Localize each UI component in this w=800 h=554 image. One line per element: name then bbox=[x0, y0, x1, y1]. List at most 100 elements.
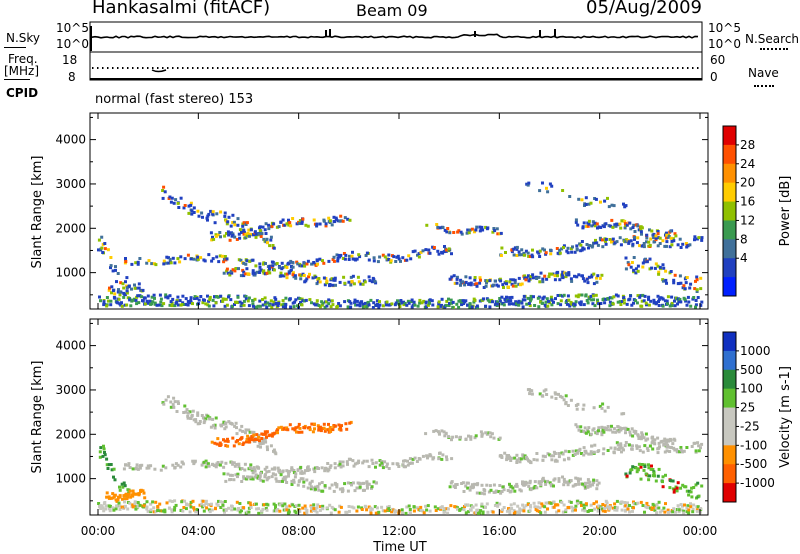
echo-cell bbox=[694, 449, 698, 453]
echo-cell bbox=[547, 275, 551, 279]
echo-cell bbox=[436, 249, 440, 253]
echo-cell bbox=[177, 303, 180, 307]
echo-cell bbox=[346, 481, 350, 485]
echo-cell bbox=[241, 429, 245, 433]
echo-cell bbox=[198, 503, 202, 507]
echo-cell bbox=[223, 427, 227, 431]
echo-cell bbox=[320, 481, 324, 484]
echo-cell bbox=[538, 255, 542, 258]
echo-cell bbox=[289, 259, 293, 263]
echo-cell bbox=[541, 394, 545, 398]
echo-cell bbox=[172, 201, 176, 205]
echo-cell bbox=[488, 431, 492, 435]
echo-cell bbox=[118, 507, 122, 511]
nave-legend-line bbox=[754, 85, 774, 87]
echo-cell bbox=[267, 303, 271, 307]
echo-cell bbox=[227, 506, 231, 510]
echo-cell bbox=[321, 489, 325, 493]
echo-cell bbox=[133, 286, 137, 290]
echo-cell bbox=[416, 506, 419, 510]
echo-cell bbox=[255, 270, 259, 274]
echo-cell bbox=[214, 464, 217, 468]
echo-cell bbox=[508, 280, 512, 284]
echo-cell bbox=[318, 505, 322, 509]
echo-cell bbox=[445, 455, 448, 459]
echo-cell bbox=[225, 303, 229, 307]
echo-cell bbox=[254, 235, 258, 239]
echo-cell bbox=[187, 211, 191, 215]
echo-cell bbox=[464, 437, 468, 441]
echo-cell bbox=[509, 302, 513, 306]
echo-cell bbox=[544, 482, 548, 486]
echo-cell bbox=[541, 476, 545, 480]
echo-cell bbox=[529, 275, 533, 278]
echo-cell bbox=[371, 462, 375, 465]
echo-cell bbox=[412, 505, 416, 509]
echo-cell bbox=[183, 499, 187, 503]
echo-cell bbox=[600, 425, 604, 429]
echo-cell bbox=[553, 452, 557, 455]
echo-cell bbox=[109, 299, 113, 303]
echo-cell bbox=[362, 481, 366, 485]
echo-cell bbox=[611, 225, 615, 229]
echo-cell bbox=[373, 505, 377, 509]
echo-cell bbox=[670, 243, 674, 247]
echo-cell bbox=[240, 509, 243, 513]
echo-cell bbox=[473, 278, 477, 282]
echo-cell bbox=[240, 480, 244, 483]
echo-cell bbox=[511, 284, 515, 288]
echo-cell bbox=[421, 454, 425, 458]
echo-cell bbox=[279, 473, 283, 477]
echo-cell bbox=[561, 270, 565, 274]
echo-cell bbox=[632, 506, 635, 510]
echo-cell bbox=[124, 463, 127, 467]
nsky-series-line bbox=[91, 33, 699, 39]
echo-cell bbox=[584, 293, 588, 297]
echo-cell bbox=[546, 304, 550, 308]
echo-cell bbox=[380, 505, 384, 509]
echo-cell bbox=[363, 301, 367, 305]
echo-cell bbox=[327, 468, 331, 472]
echo-cell bbox=[524, 504, 528, 508]
echo-cell bbox=[262, 237, 266, 241]
echo-cell bbox=[638, 295, 642, 299]
echo-cell bbox=[519, 283, 522, 287]
echo-cell bbox=[369, 511, 373, 515]
echo-cell bbox=[214, 301, 218, 305]
echo-cell bbox=[687, 489, 691, 493]
echo-cell bbox=[111, 289, 115, 293]
echo-cell bbox=[257, 511, 261, 515]
echo-cell bbox=[124, 257, 127, 260]
echo-cell bbox=[180, 303, 184, 306]
echo-cell bbox=[439, 304, 443, 308]
echo-cell bbox=[332, 255, 336, 259]
echo-cell bbox=[359, 282, 363, 286]
echo-cell bbox=[203, 298, 206, 302]
echo-cell bbox=[100, 235, 104, 239]
echo-cell bbox=[485, 483, 489, 487]
echo-cell bbox=[673, 232, 677, 236]
freq-strip-frame bbox=[89, 51, 703, 81]
echo-cell bbox=[392, 255, 396, 259]
echo-cell bbox=[509, 489, 513, 493]
echo-cell bbox=[602, 430, 606, 434]
echo-cell bbox=[670, 304, 674, 308]
echo-cell bbox=[529, 297, 533, 301]
echo-cell bbox=[565, 480, 569, 484]
echo-cell bbox=[535, 277, 539, 280]
echo-cell bbox=[552, 484, 555, 488]
echo-cell bbox=[349, 283, 353, 287]
echo-cell bbox=[616, 294, 620, 298]
echo-cell bbox=[544, 388, 548, 392]
echo-cell bbox=[491, 230, 495, 234]
echo-cell bbox=[697, 449, 701, 453]
echo-cell bbox=[336, 259, 340, 263]
echo-cell bbox=[208, 298, 212, 302]
echo-cell bbox=[242, 261, 246, 265]
echo-cell bbox=[115, 499, 119, 503]
echo-cell bbox=[686, 244, 690, 248]
echo-cell bbox=[193, 297, 197, 300]
echo-cell bbox=[479, 226, 483, 230]
echo-cell bbox=[156, 509, 160, 512]
